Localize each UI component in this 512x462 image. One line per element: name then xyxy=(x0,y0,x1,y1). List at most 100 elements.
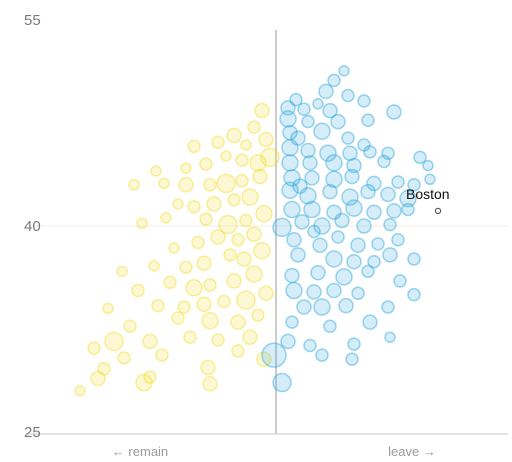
remain-point xyxy=(245,265,263,283)
leave-point xyxy=(301,114,315,129)
remain-point xyxy=(196,255,212,271)
remain-point xyxy=(199,157,213,171)
leave-point xyxy=(345,199,363,217)
leave-point xyxy=(290,130,306,146)
leave-point xyxy=(347,337,361,351)
remain-point xyxy=(97,362,111,376)
leave-point xyxy=(318,83,334,100)
leave-point xyxy=(341,88,355,103)
remain-point xyxy=(236,251,252,267)
remain-point xyxy=(231,344,245,358)
leave-point xyxy=(360,183,376,200)
remain-point xyxy=(187,139,201,154)
leave-point xyxy=(279,110,297,128)
leave-point xyxy=(283,200,301,219)
remain-point xyxy=(252,168,268,185)
remain-point xyxy=(135,373,153,392)
leave-point xyxy=(315,348,329,362)
remain-point xyxy=(183,330,197,344)
leave-point xyxy=(330,113,346,130)
remain-point xyxy=(87,341,101,355)
remain-point xyxy=(202,376,218,392)
leave-point xyxy=(338,65,350,77)
leave-point xyxy=(325,250,343,268)
remain-point xyxy=(178,177,194,193)
leave-point xyxy=(331,230,345,244)
remain-point xyxy=(235,173,249,188)
leave-point xyxy=(391,232,405,247)
annotation-label-boston: Boston xyxy=(406,186,450,202)
leave-point xyxy=(366,204,382,221)
leave-point xyxy=(399,189,417,208)
leave-point xyxy=(384,331,396,343)
leave-point xyxy=(303,338,317,353)
remain-point xyxy=(254,102,270,119)
annotation-point-boston xyxy=(434,207,442,215)
remain-point xyxy=(256,351,272,367)
leave-point xyxy=(361,113,375,128)
remain-point xyxy=(241,188,259,206)
leave-point xyxy=(381,300,395,314)
leave-point xyxy=(261,342,287,368)
remain-point xyxy=(102,302,114,315)
leave-point xyxy=(361,264,375,279)
leave-point xyxy=(424,173,436,186)
leave-point xyxy=(307,224,321,239)
leave-point xyxy=(312,237,328,253)
remain-point xyxy=(172,198,184,210)
leave-point xyxy=(272,372,292,393)
remain-point xyxy=(179,260,193,274)
remain-point xyxy=(142,333,158,350)
leave-point xyxy=(289,92,303,107)
leave-point xyxy=(302,155,318,171)
leave-point xyxy=(290,247,306,263)
leave-point xyxy=(327,73,341,88)
leave-point xyxy=(313,298,331,316)
leave-point xyxy=(325,154,343,172)
remain-point xyxy=(187,200,201,214)
leave-point xyxy=(422,159,434,172)
remain-point xyxy=(150,165,162,177)
axis-text: 55 40 25 ← remain leave → xyxy=(24,12,436,459)
leave-point xyxy=(334,212,350,229)
leave-point xyxy=(310,264,326,281)
leave-point xyxy=(323,319,337,334)
remain-point xyxy=(227,193,241,207)
leave-point xyxy=(391,175,405,189)
leave-point xyxy=(407,287,421,302)
leave-point xyxy=(296,299,312,315)
leave-point xyxy=(322,102,338,119)
leave-point xyxy=(393,274,407,288)
remain-point xyxy=(163,275,177,290)
remain-point xyxy=(160,212,172,224)
remain-point xyxy=(151,298,165,313)
remain-point xyxy=(231,232,245,247)
leave-point xyxy=(363,145,377,159)
remain-point xyxy=(251,308,265,323)
remain-point xyxy=(258,285,274,302)
remain-point xyxy=(191,235,205,250)
remain-point xyxy=(218,214,238,235)
remain-point xyxy=(206,196,222,212)
remain-point xyxy=(203,278,217,292)
remain-point xyxy=(168,242,180,254)
leave-point xyxy=(341,188,359,206)
remain-point xyxy=(203,178,217,192)
leave-point xyxy=(401,202,415,217)
leave-point xyxy=(335,268,353,286)
leave-point xyxy=(386,203,402,219)
remain-point xyxy=(155,348,169,362)
remain-point xyxy=(226,127,242,144)
leave-point xyxy=(285,315,299,329)
remain-point xyxy=(148,260,160,272)
remain-point xyxy=(201,312,219,330)
remain-point xyxy=(177,300,191,314)
leave-point xyxy=(380,186,396,203)
remain-point xyxy=(123,319,137,334)
leave-point xyxy=(346,157,362,174)
x-caption-leave: leave → xyxy=(388,444,436,459)
leave-point xyxy=(345,352,359,366)
remain-point xyxy=(236,290,256,310)
remain-point xyxy=(117,351,131,365)
